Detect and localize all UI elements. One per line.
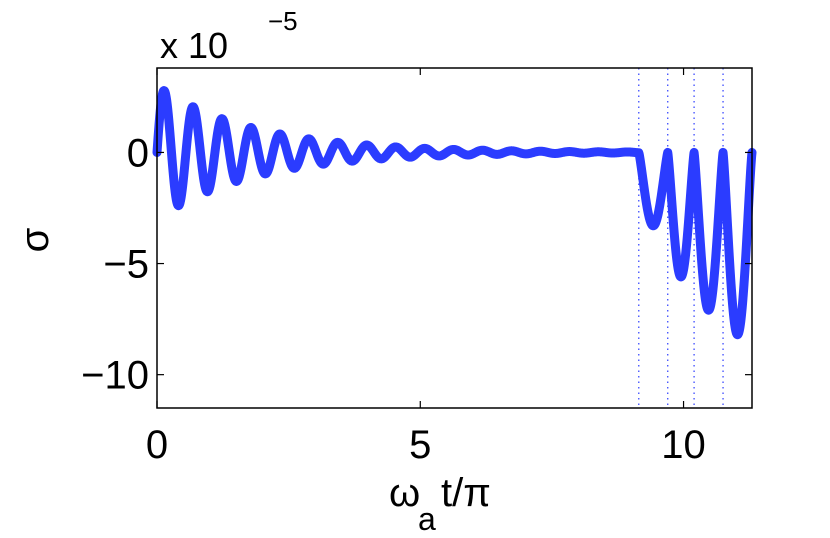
y-exponent-label: −5: [268, 6, 298, 36]
y-tick-label: −10: [81, 354, 149, 398]
x-tick-label: 0: [146, 423, 168, 467]
y-axis-label: σ: [13, 227, 57, 252]
y-multiplier-label: x 10: [160, 25, 228, 66]
axis-ticks: [156, 68, 752, 408]
y-tick-label: −5: [103, 243, 149, 287]
x-tick-label: 5: [409, 423, 431, 467]
plot-frame: [156, 67, 753, 409]
x-axis-label: ω a t/π: [389, 471, 491, 537]
x-axis-label-main: ω: [389, 471, 420, 515]
x-axis-label-tail: t/π: [441, 471, 491, 515]
x-axis-label-sub: a: [418, 501, 436, 537]
y-tick-label: 0: [127, 131, 149, 175]
dotted-vertical-lines: [638, 68, 724, 408]
tick-labels: 0 5 10 0 −5 −10: [81, 131, 706, 467]
series-line: [152, 86, 757, 340]
x-tick-label: 10: [661, 423, 706, 467]
